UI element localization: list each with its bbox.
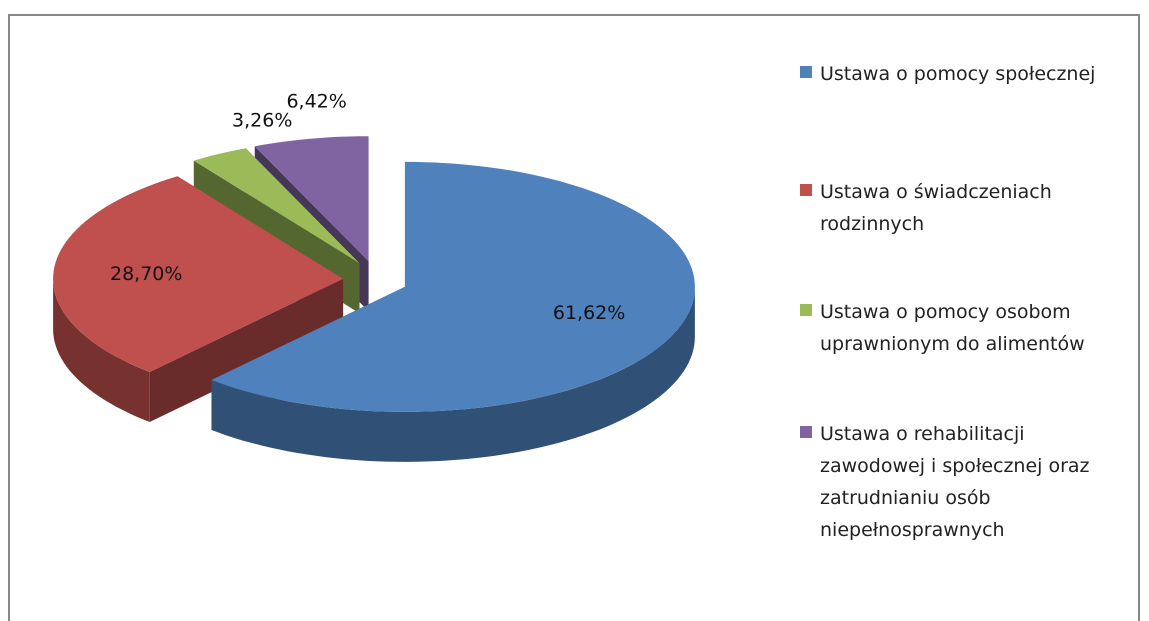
slice-side xyxy=(149,278,344,422)
legend-label: Ustawa o pomocy osobom uprawnionym do al… xyxy=(820,301,1085,355)
slice xyxy=(211,161,695,412)
legend-entry: Ustawa o pomocy osobom uprawnionym do al… xyxy=(800,296,1130,360)
slice xyxy=(254,136,369,262)
legend-swatch xyxy=(800,66,812,78)
legend-entry: Ustawa o pomocy społecznej xyxy=(800,58,1130,90)
slice xyxy=(193,148,360,264)
slice-wall xyxy=(53,278,150,422)
legend-label: Ustawa o rehabilitacji zawodowej i społe… xyxy=(820,423,1090,541)
data-label: 6,42% xyxy=(286,90,346,112)
data-label: 3,26% xyxy=(232,110,292,132)
data-label: 28,70% xyxy=(110,263,182,285)
slice-wall xyxy=(211,286,695,462)
legend-swatch xyxy=(800,426,812,438)
slice xyxy=(53,176,344,372)
data-label: 61,62% xyxy=(553,302,625,324)
legend-label: Ustawa o świadczeniach rodzinnych xyxy=(820,181,1052,235)
legend-swatch xyxy=(800,184,812,196)
legend-entry: Ustawa o świadczeniach rodzinnych xyxy=(800,176,1130,240)
legend-entry: Ustawa o rehabilitacji zawodowej i społe… xyxy=(800,418,1130,546)
chart-frame xyxy=(8,14,1140,621)
legend-swatch xyxy=(800,304,812,316)
legend-label: Ustawa o pomocy społecznej xyxy=(820,63,1096,85)
